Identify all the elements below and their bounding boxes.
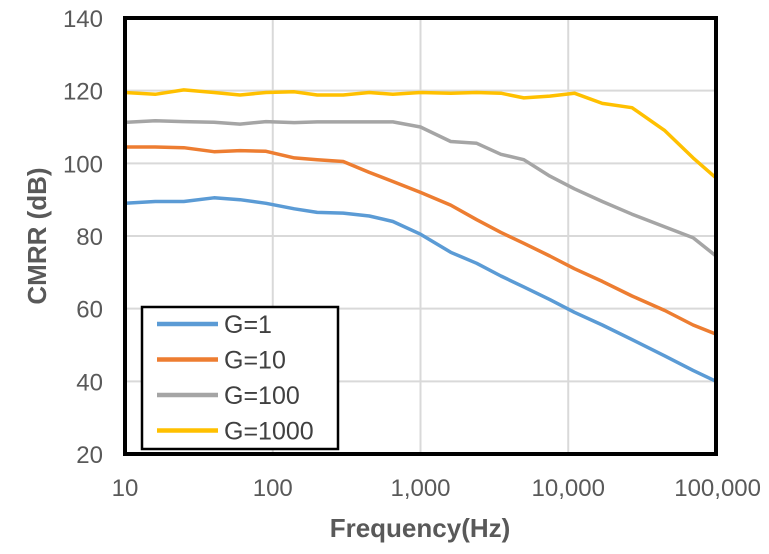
x-tick-label: 10,000	[532, 475, 605, 502]
x-tick-label: 10	[112, 475, 139, 502]
legend-label: G=100	[224, 382, 300, 410]
x-axis-title: Frequency(Hz)	[330, 513, 511, 543]
y-tick-label: 80	[76, 224, 103, 251]
y-tick-label: 100	[63, 151, 103, 178]
x-tick-label: 1,000	[390, 475, 450, 502]
y-axis-title: CMRR (dB)	[22, 167, 52, 304]
x-tick-label: 100	[253, 475, 293, 502]
series-line-g-1	[123, 196, 718, 384]
y-tick-label: 60	[76, 297, 103, 324]
legend-box	[140, 305, 340, 451]
series-line-g-10	[123, 145, 718, 336]
x-axis-tick-labels: 10 100 1,000 10,000 100,000	[112, 475, 761, 502]
series-line-g-100	[123, 119, 718, 258]
y-tick-label: 20	[76, 442, 103, 469]
legend-label: G=1	[224, 311, 272, 339]
y-tick-label: 140	[63, 6, 103, 33]
series-line-g-1000	[123, 88, 718, 180]
y-tick-label: 40	[76, 369, 103, 396]
series-lines	[123, 88, 718, 384]
plot-area-border	[123, 16, 718, 456]
y-tick-label: 120	[63, 79, 103, 106]
x-tick-label: 100,000	[674, 475, 761, 502]
y-axis-tick-labels: 20 40 60 80 100 120 140	[63, 6, 103, 469]
legend-label: G=10	[224, 347, 286, 375]
legend-label: G=1000	[224, 418, 314, 446]
legend: G=1 G=10 G=100 G=1000	[140, 305, 340, 451]
